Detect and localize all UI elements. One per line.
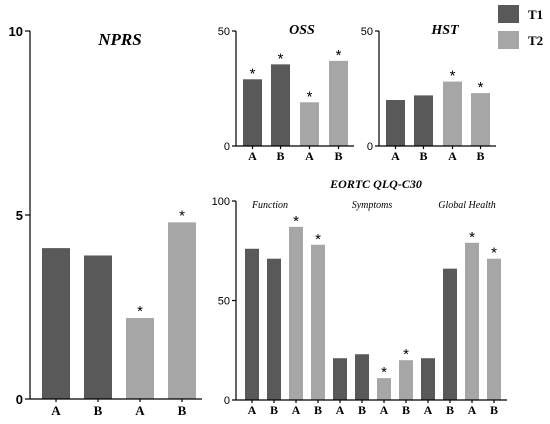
y-tick-label: 100	[212, 196, 230, 208]
bar-t1	[271, 64, 290, 146]
bar-t1	[355, 354, 369, 400]
significance-asterisk: *	[403, 346, 409, 363]
bar-t1	[333, 358, 347, 400]
x-tick-label: A	[248, 403, 257, 417]
significance-asterisk: *	[278, 50, 284, 67]
x-tick-label: B	[94, 403, 103, 418]
legend-label-t2: T2	[528, 33, 543, 48]
x-tick-label: A	[380, 403, 389, 417]
x-tick-label: B	[402, 403, 410, 417]
x-tick-label: B	[490, 403, 498, 417]
group-label: Symptoms	[352, 200, 393, 211]
x-tick-label: A	[424, 403, 433, 417]
y-tick-label: 0	[224, 395, 230, 407]
bar-t1	[267, 258, 281, 400]
x-tick-label: B	[419, 149, 427, 163]
x-tick-label: B	[334, 149, 342, 163]
y-tick-label: 5	[16, 208, 23, 223]
significance-asterisk: *	[250, 65, 256, 82]
y-tick-label: 50	[218, 26, 230, 38]
significance-asterisk: *	[307, 88, 313, 105]
significance-asterisk: *	[450, 68, 456, 85]
bar-t2	[126, 318, 154, 399]
bar-t2	[465, 242, 479, 400]
x-tick-label: A	[292, 403, 301, 417]
significance-asterisk: *	[381, 364, 387, 381]
x-tick-label: A	[248, 149, 257, 163]
bar-t1	[245, 248, 259, 400]
x-tick-label: B	[446, 403, 454, 417]
x-tick-label: A	[468, 403, 477, 417]
bar-t2	[329, 60, 348, 146]
bar-t2	[443, 81, 462, 146]
x-tick-label: A	[336, 403, 345, 417]
bar-t2	[399, 360, 413, 400]
chart-title-oss: OSS	[289, 23, 315, 38]
bar-t2	[168, 222, 196, 399]
significance-asterisk: *	[336, 47, 342, 64]
significance-asterisk: *	[137, 303, 143, 320]
x-tick-label: A	[305, 149, 314, 163]
legend-label-t1: T1	[528, 7, 543, 22]
x-tick-label: B	[276, 149, 284, 163]
significance-asterisk: *	[469, 229, 475, 246]
bar-t1	[443, 268, 457, 400]
chart-title-npr: NPRS	[97, 30, 141, 49]
bar-t2	[487, 258, 501, 400]
group-label: Function	[251, 200, 288, 211]
chart-title-eortc: EORTC QLQ-C30	[329, 177, 422, 191]
bar-t2	[300, 102, 319, 146]
bar-t1	[386, 100, 405, 146]
legend-swatch-t2	[498, 31, 519, 49]
bar-t2	[289, 226, 303, 400]
bar-t2	[311, 244, 325, 400]
x-tick-label: A	[51, 403, 61, 418]
x-tick-label: B	[476, 149, 484, 163]
bar-t1	[421, 358, 435, 400]
y-tick-label: 50	[361, 26, 373, 38]
bar-t2	[377, 378, 391, 400]
chart-title-hst: HST	[430, 23, 460, 38]
y-tick-label: 0	[367, 141, 373, 153]
y-tick-label: 0	[16, 392, 23, 407]
y-tick-label: 50	[218, 296, 230, 308]
significance-asterisk: *	[478, 79, 484, 96]
x-tick-label: A	[391, 149, 400, 163]
x-tick-label: A	[448, 149, 457, 163]
x-tick-label: B	[178, 403, 187, 418]
bar-t1	[42, 248, 70, 399]
significance-asterisk: *	[315, 231, 321, 248]
legend-swatch-t1	[498, 5, 519, 23]
bar-t1	[414, 95, 433, 146]
x-tick-label: B	[270, 403, 278, 417]
y-tick-label: 0	[224, 141, 230, 153]
significance-asterisk: *	[491, 245, 497, 262]
y-tick-label: 10	[9, 24, 23, 39]
x-tick-label: A	[135, 403, 145, 418]
x-tick-label: B	[314, 403, 322, 417]
group-label: Global Health	[438, 200, 496, 211]
bar-t1	[243, 79, 262, 146]
x-tick-label: B	[358, 403, 366, 417]
significance-asterisk: *	[293, 213, 299, 230]
bar-t2	[471, 93, 490, 146]
significance-asterisk: *	[179, 207, 185, 224]
bar-t1	[84, 255, 112, 399]
